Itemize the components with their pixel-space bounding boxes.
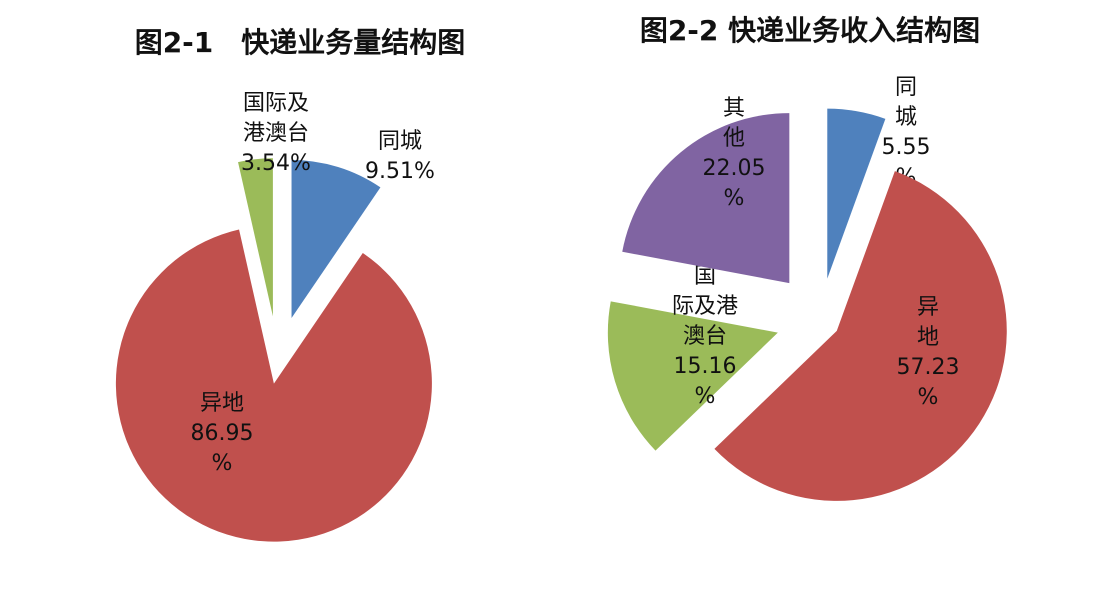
chart2-slice-3 [622, 113, 790, 284]
chart1-slice-label-0: 同城 9.51% [365, 129, 435, 184]
chart1-slice-label-2: 国际及港澳台 3.54% [241, 91, 311, 176]
chart1-slice-1 [115, 229, 432, 542]
chart2-slice-label-3: 其他 22.05% [703, 96, 766, 211]
chart1-title: 图2-1 快递业务量结构图 [134, 26, 466, 59]
chart2-slice-1 [714, 171, 1007, 501]
chart2-slice-label-0: 同城5.55% [882, 75, 931, 190]
chart1-slice-2 [238, 158, 273, 317]
chart1-slice-label-1: 异地 86.95% [191, 391, 254, 476]
chart2-title: 图2-2 快递业务收入结构图 [639, 14, 981, 47]
chart2-slice-2 [607, 301, 778, 451]
chart1-slice-0 [291, 160, 381, 319]
chart2-slice-label-1: 异地 57.23% [897, 295, 960, 410]
chart2-slice-label-2: 国际及港澳台 15.16% [672, 264, 738, 409]
chart2-slice-0 [827, 108, 886, 279]
